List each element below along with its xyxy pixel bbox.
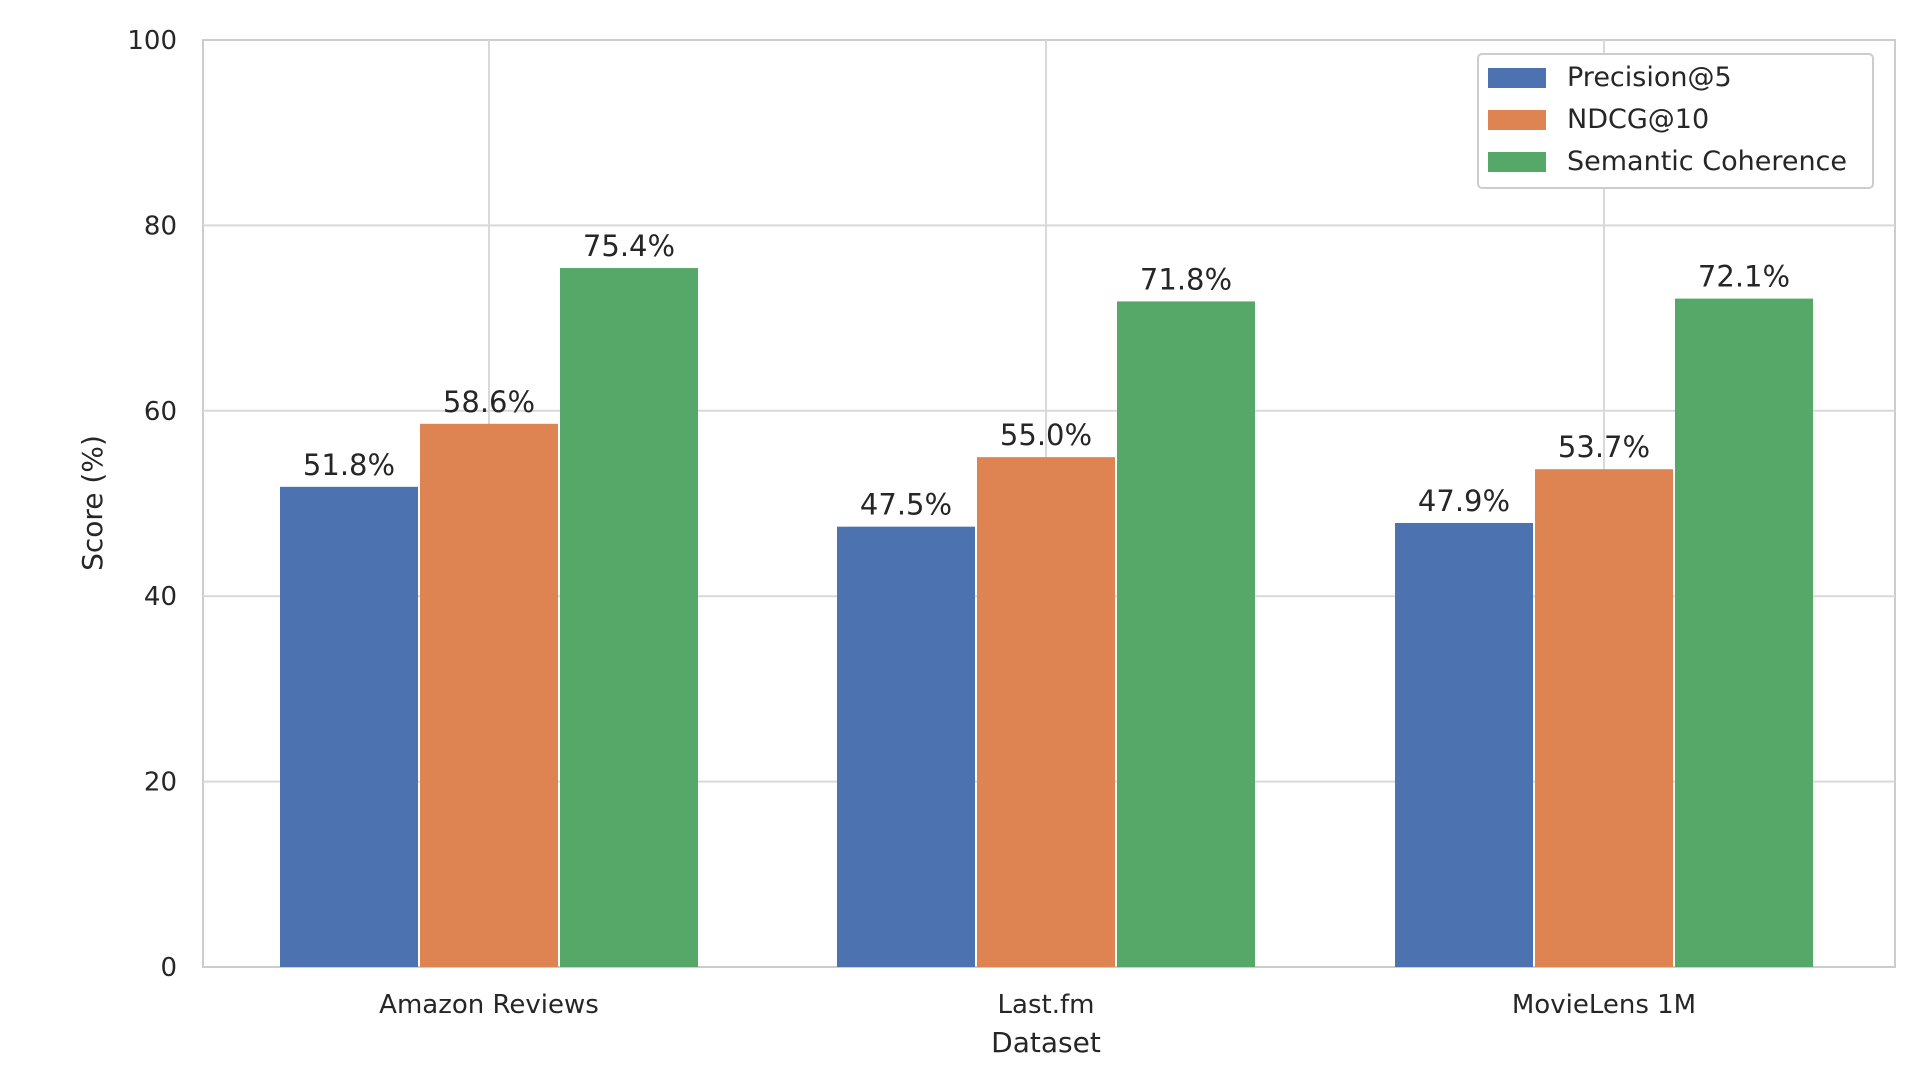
x-tick-label: Last.fm (998, 990, 1095, 1020)
legend-label: Semantic Coherence (1567, 146, 1847, 177)
bar (420, 423, 558, 967)
legend: Precision@5 NDCG@10 Semantic Coherence (1477, 53, 1874, 189)
bar (1535, 469, 1673, 967)
y-tick-label: 20 (144, 768, 177, 798)
y-tick-label: 60 (144, 397, 177, 427)
bar (977, 457, 1115, 967)
y-tick-label: 0 (160, 953, 177, 983)
bar-value-label: 75.4% (583, 229, 675, 263)
y-tick-label: 40 (144, 582, 177, 612)
tick-labels: 0 20 40 60 80 100 Amazon Reviews Last.fm MovieLe… (127, 26, 1696, 1020)
bar (560, 268, 698, 967)
x-axis-title: Dataset (991, 1026, 1101, 1059)
legend-box (1477, 53, 1874, 189)
bar (280, 486, 418, 967)
bar-value-label: 55.0% (1000, 418, 1092, 452)
bar (1675, 298, 1813, 967)
legend-swatch (1488, 110, 1546, 130)
x-tick-label: MovieLens 1M (1512, 990, 1696, 1020)
bar (1117, 301, 1255, 967)
bar (1395, 522, 1533, 967)
bar-value-label: 47.9% (1418, 484, 1510, 518)
bar-value-label: 58.6% (443, 385, 535, 419)
data-labels: 51.8% 47.5% 47.9% 58.6% 55.0% 53.7% 75.4% 71.8%… (303, 229, 1790, 522)
y-tick-label: 80 (144, 211, 177, 241)
bar-value-label: 72.1% (1698, 260, 1790, 294)
y-tick-label: 100 (127, 26, 177, 56)
bar-value-label: 53.7% (1558, 430, 1650, 464)
bars (280, 268, 1813, 967)
bar-value-label: 71.8% (1140, 262, 1232, 296)
legend-swatch (1488, 68, 1546, 88)
x-tick-label: Amazon Reviews (379, 990, 599, 1020)
bar (837, 526, 975, 967)
y-axis-title: Score (%) (76, 435, 109, 571)
legend-label: Precision@5 (1567, 62, 1732, 93)
legend-label: NDCG@10 (1567, 104, 1709, 135)
legend-swatch (1488, 152, 1546, 172)
bar-value-label: 47.5% (860, 488, 952, 522)
bar-value-label: 51.8% (303, 448, 395, 482)
